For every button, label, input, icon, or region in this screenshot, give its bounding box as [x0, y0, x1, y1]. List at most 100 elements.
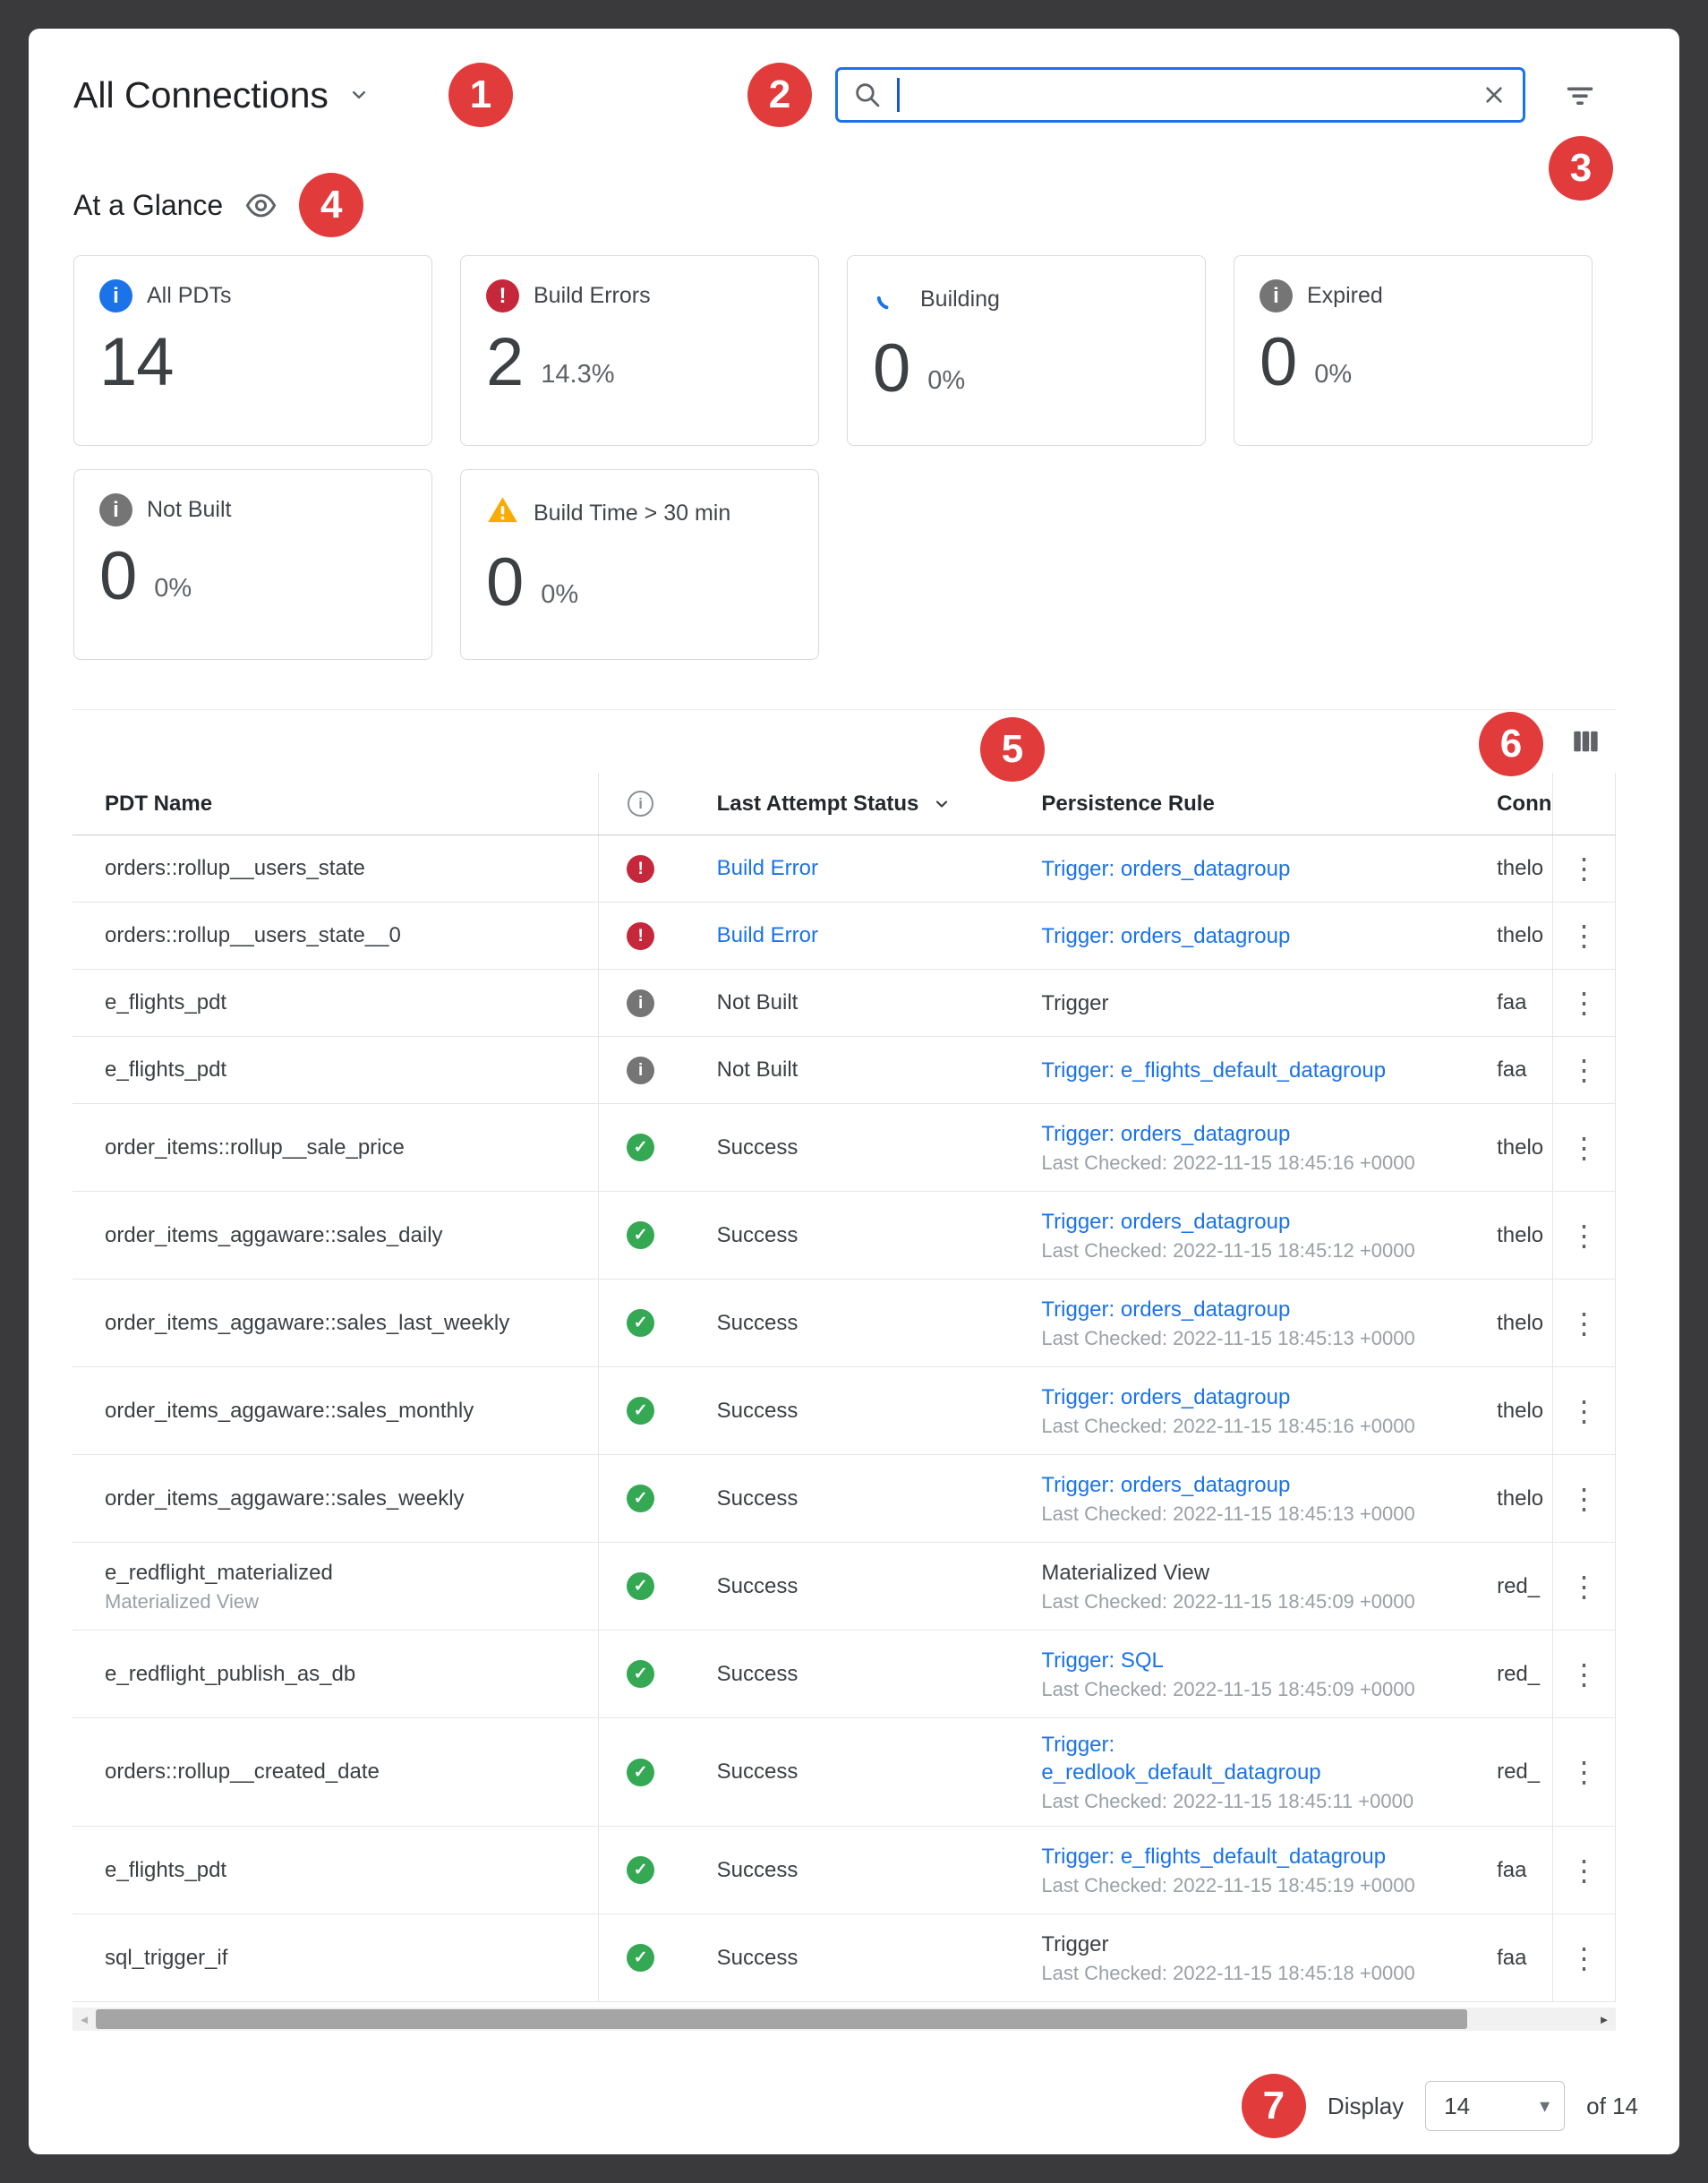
- persistence-rule-line[interactable]: Trigger: orders_datagroup: [1041, 1473, 1291, 1497]
- column-header-status[interactable]: Last Attempt Status: [683, 773, 1042, 835]
- last-checked-timestamp: Last Checked: 2022-11-15 18:45:13 +0000: [1041, 1327, 1415, 1349]
- info-icon: i: [99, 493, 132, 526]
- status-label[interactable]: Build Error: [716, 923, 818, 947]
- annotation-6: 6: [1479, 712, 1543, 776]
- info-icon: i: [1260, 279, 1293, 312]
- table-row: order_items_aggaware::sales_daily ✓ Succ…: [73, 1192, 1616, 1280]
- persistence-rule-line[interactable]: Trigger: e_flights_default_datagroup: [1041, 1057, 1387, 1083]
- column-header-pdt-name[interactable]: PDT Name: [73, 773, 599, 835]
- persistence-rule-line[interactable]: Trigger: orders_datagroup: [1041, 1297, 1291, 1322]
- filter-button[interactable]: [1561, 77, 1599, 115]
- persistence-rule-line[interactable]: Trigger: orders_datagroup: [1041, 856, 1291, 881]
- kebab-menu-icon[interactable]: ⋮: [1569, 1219, 1599, 1252]
- persistence-rule-line[interactable]: Trigger: SQL: [1041, 1648, 1164, 1673]
- column-header-rule[interactable]: Persistence Rule: [1041, 791, 1215, 816]
- status-label: Success: [716, 1398, 798, 1423]
- glance-card[interactable]: i Expired 0 0%: [1234, 255, 1593, 446]
- columns-icon: [1574, 731, 1598, 752]
- pdt-name: order_items_aggaware::sales_monthly: [105, 1398, 474, 1423]
- persistence-rule-line[interactable]: Trigger: e_flights_default_datagroup: [1041, 1845, 1387, 1869]
- glance-cards: i All PDTs 14 ! Build Errors 2 14.3% Bui…: [73, 255, 1593, 660]
- page-size-value: 14: [1444, 2092, 1471, 2119]
- persistence-rule-line[interactable]: e_redlook_default_datagroup: [1041, 1760, 1321, 1785]
- persistence-rule-line[interactable]: Trigger: orders_datagroup: [1041, 1210, 1291, 1234]
- last-checked-timestamp: Last Checked: 2022-11-15 18:45:18 +0000: [1041, 1962, 1415, 1984]
- kebab-menu-icon[interactable]: ⋮: [1569, 1131, 1599, 1164]
- connection-name: red_: [1497, 1661, 1541, 1686]
- filter-icon: [1567, 87, 1593, 105]
- glance-card[interactable]: i All PDTs 14: [73, 255, 432, 446]
- column-header-connection[interactable]: Connection: [1497, 791, 1552, 816]
- persistence-rule-line[interactable]: Trigger: orders_datagroup: [1041, 1385, 1291, 1409]
- kebab-menu-icon[interactable]: ⋮: [1569, 920, 1599, 952]
- check-icon: ✓: [627, 1944, 655, 1972]
- pdt-name: order_items_aggaware::sales_daily: [105, 1222, 443, 1247]
- kebab-menu-icon[interactable]: ⋮: [1569, 1853, 1599, 1887]
- connection-name: faa: [1497, 1945, 1527, 1970]
- status-label: Not Built: [716, 990, 798, 1014]
- pdt-name: e_redflight_publish_as_db: [105, 1661, 356, 1686]
- pdt-table: 5 6 PDT Name i Last Attempt Status: [73, 709, 1616, 2031]
- status-label[interactable]: Build Error: [716, 856, 818, 880]
- persistence-rule: Trigger: e_flights_default_datagroup: [1041, 1057, 1486, 1084]
- column-header-actions: [1552, 773, 1615, 835]
- kebab-menu-icon[interactable]: ⋮: [1569, 1657, 1599, 1691]
- kebab-menu-icon[interactable]: ⋮: [1569, 852, 1599, 885]
- scroll-left-arrow[interactable]: ◄: [78, 2012, 90, 2026]
- kebab-menu-icon[interactable]: ⋮: [1569, 1482, 1599, 1515]
- status-header-label: Last Attempt Status: [716, 791, 919, 816]
- at-a-glance-heading: At a Glance: [73, 188, 224, 221]
- table-row: e_flights_pdt i Not Built Trigger: e_fli…: [73, 1037, 1616, 1104]
- annotation-2: 2: [747, 63, 812, 127]
- column-picker-button[interactable]: [1569, 725, 1601, 758]
- clear-search-button[interactable]: [1480, 81, 1508, 109]
- card-percent: 14.3%: [541, 360, 615, 390]
- page-size-select[interactable]: 14 ▾: [1425, 2081, 1566, 2131]
- persistence-rule: Trigger: e_flights_default_datagroup: [1041, 1843, 1486, 1871]
- glance-card[interactable]: Build Time > 30 min 0 0%: [460, 469, 819, 660]
- persistence-rule-line[interactable]: Trigger: orders_datagroup: [1041, 923, 1291, 948]
- last-checked-timestamp: Last Checked: 2022-11-15 18:45:16 +0000: [1041, 1151, 1415, 1174]
- error-icon: !: [627, 854, 655, 883]
- persistence-rule: Trigger: orders_datagroup: [1041, 1383, 1486, 1411]
- kebab-menu-icon[interactable]: ⋮: [1569, 1306, 1599, 1340]
- status-label: Success: [716, 1222, 798, 1247]
- kebab-menu-icon[interactable]: ⋮: [1569, 1394, 1599, 1427]
- scroll-right-arrow[interactable]: ►: [1598, 2012, 1610, 2026]
- check-icon: ✓: [627, 1660, 655, 1688]
- search-input[interactable]: [835, 67, 1525, 123]
- toggle-glance-button[interactable]: [244, 189, 278, 222]
- kebab-menu-icon[interactable]: ⋮: [1569, 1756, 1599, 1788]
- horizontal-scrollbar[interactable]: ◄ ►: [73, 2008, 1616, 2031]
- glance-card[interactable]: i Not Built 0 0%: [73, 469, 432, 660]
- connection-name: thelo: [1497, 1398, 1544, 1423]
- table-header-row: PDT Name i Last Attempt Status Persisten…: [73, 773, 1616, 835]
- scrollbar-thumb[interactable]: [96, 2009, 1467, 2029]
- card-value: 2: [486, 324, 524, 400]
- kebab-menu-icon[interactable]: ⋮: [1569, 1941, 1599, 1974]
- connection-name: thelo: [1497, 856, 1544, 880]
- kebab-menu-icon[interactable]: ⋮: [1569, 1054, 1599, 1086]
- pdt-name: e_redflight_materialized: [105, 1560, 333, 1585]
- kebab-menu-icon[interactable]: ⋮: [1569, 987, 1599, 1019]
- card-icon-slot: !: [486, 279, 519, 312]
- pdt-name: orders::rollup__users_state__0: [105, 923, 401, 947]
- info-icon[interactable]: i: [628, 791, 654, 817]
- page-title: All Connections: [73, 73, 329, 116]
- status-label: Success: [716, 1945, 798, 1970]
- card-label: Building: [920, 286, 1000, 312]
- card-percent: 0%: [927, 366, 966, 396]
- connection-name: red_: [1497, 1759, 1541, 1784]
- persistence-rule: Trigger: orders_datagroup: [1041, 1296, 1486, 1323]
- pdt-name: orders::rollup__users_state: [105, 856, 365, 880]
- kebab-menu-icon[interactable]: ⋮: [1569, 1570, 1599, 1603]
- status-label: Success: [716, 1485, 798, 1511]
- persistence-rule-line[interactable]: Trigger:: [1041, 1733, 1115, 1757]
- glance-card[interactable]: ! Build Errors 2 14.3%: [460, 255, 819, 446]
- glance-card[interactable]: Building 0 0%: [847, 255, 1206, 446]
- persistence-rule-line[interactable]: Trigger: orders_datagroup: [1041, 1122, 1291, 1146]
- pdt-name: orders::rollup__created_date: [105, 1759, 380, 1784]
- persistence-rule: Trigger: [1041, 989, 1486, 1017]
- connections-scope-dropdown[interactable]: All Connections: [73, 68, 371, 122]
- annotation-7: 7: [1241, 2074, 1306, 2138]
